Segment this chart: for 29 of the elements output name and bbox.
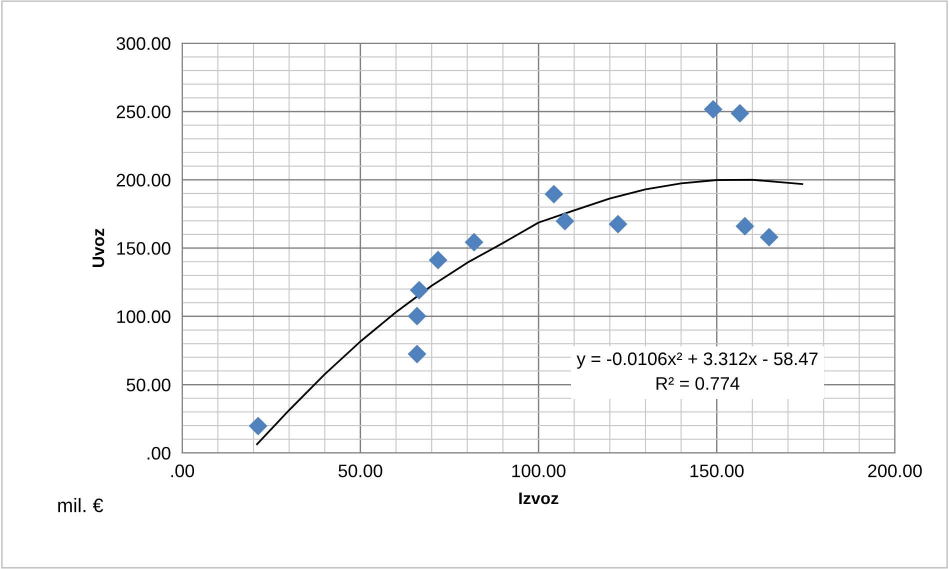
point [464, 232, 484, 252]
point [408, 306, 426, 326]
y-tick-label: .00 [148, 446, 170, 460]
annotation: y = -0.0106x² + 3.312x - 58.47 R² = 0.774 [576, 352, 818, 390]
point [544, 184, 564, 204]
y-tick-label: 150.00 [117, 242, 170, 255]
point [408, 344, 426, 364]
point [410, 280, 428, 300]
x-tick-label: 100.00 [512, 464, 566, 478]
x-tick-label: 200.00 [868, 464, 922, 478]
y-tick-label: 100.00 [117, 310, 170, 324]
point [608, 214, 628, 234]
y-tick-label: 50.00 [126, 378, 170, 392]
y-tick-label: 200.00 [116, 174, 170, 187]
y-axis-title: Uvoz [92, 228, 104, 267]
y-tick-label: 300.00 [116, 37, 170, 50]
x-axis-title: Izvoz [519, 492, 558, 504]
x-tick-label: 50.00 [338, 464, 382, 478]
point [556, 212, 574, 230]
x-tick-label: 150.00 [690, 464, 744, 478]
point [730, 104, 750, 123]
point [248, 416, 268, 436]
text: mil. € [58, 498, 104, 512]
x-tick-label: .00 [171, 464, 194, 478]
point [704, 100, 722, 119]
y-tick-label: 250.00 [116, 105, 170, 118]
point [760, 228, 778, 246]
point [428, 250, 448, 270]
point [736, 216, 754, 236]
